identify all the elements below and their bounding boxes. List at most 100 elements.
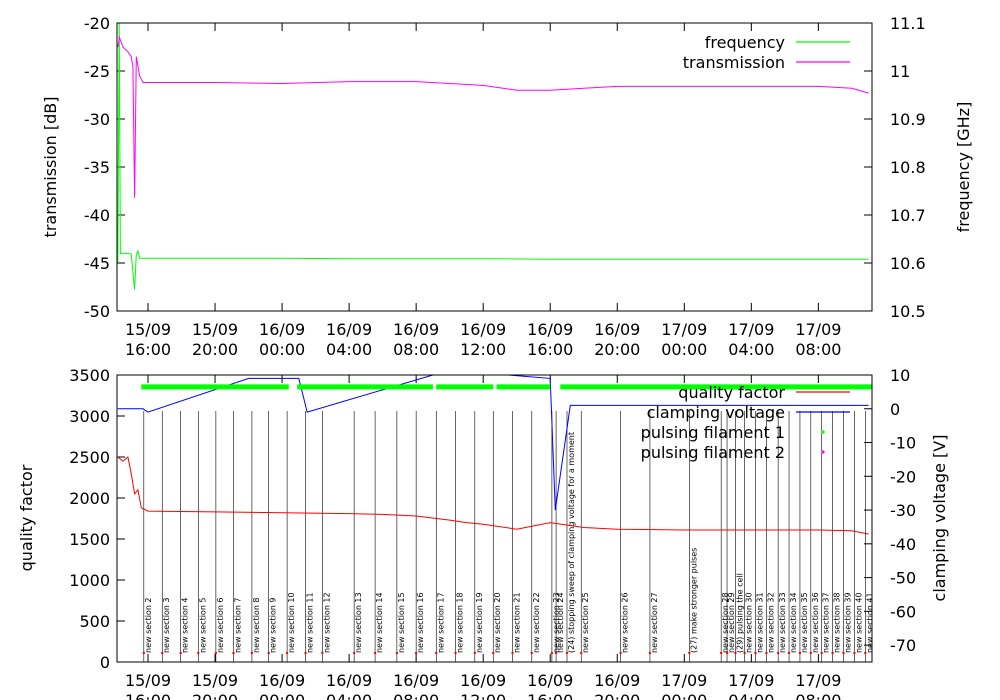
- bottom-x-tick-date: 15/09: [192, 671, 238, 690]
- bottom-plot-frame: [116, 374, 873, 663]
- top-legend: frequency transmission: [683, 33, 850, 72]
- annotation-label: new section 40: [854, 592, 863, 653]
- top-x-tick-date: 15/09: [192, 320, 238, 339]
- bottom-x-tick-date: 16/09: [527, 671, 573, 690]
- annotation-dot: [373, 651, 377, 655]
- bottom-y-tick-label: 2500: [69, 448, 110, 467]
- annotation-label: new section 23: [552, 592, 561, 653]
- annotation-dot: [304, 651, 307, 655]
- annotation-label: new section 25: [581, 592, 590, 653]
- top-y2-axis-label: frequency [GHz]: [954, 102, 973, 233]
- annotation-dot: [725, 651, 729, 655]
- legend-label-quality-factor: quality factor: [678, 383, 785, 402]
- annotation-dot: [197, 651, 200, 655]
- bottom-y-tick-label: 3000: [69, 407, 110, 426]
- series-quality-factor: [117, 456, 869, 535]
- annotation-dot: [648, 651, 652, 655]
- top-y-tick-label: -25: [84, 62, 110, 81]
- bottom-series-layer: [117, 374, 872, 535]
- top-y-tick-label: -40: [84, 206, 110, 225]
- annotation-dot: [550, 651, 554, 655]
- legend-label-frequency: frequency: [705, 33, 785, 52]
- bottom-x-tick-date: 15/09: [125, 671, 171, 690]
- top-y2-tick-label: 10.6: [890, 254, 926, 273]
- annotation-dot: [232, 651, 235, 655]
- annotation-label: new section 16: [416, 592, 425, 653]
- annotation-label: (27) make stronger pulses: [689, 548, 698, 653]
- top-x-tick-time: 08:00: [795, 340, 841, 359]
- bottom-y2-tick-label: -50: [890, 569, 916, 588]
- bottom-x-tick-time: 08:00: [795, 691, 841, 700]
- legend-label-transmission: transmission: [683, 53, 785, 72]
- annotation-dot: [831, 651, 834, 655]
- annotation-dot: [864, 651, 867, 655]
- bottom-y2-tick-label: -40: [890, 535, 916, 554]
- annotation-label: new section 29: [727, 592, 736, 653]
- annotation-label: new section 24: [556, 592, 565, 653]
- bottom-y2-tick-label: 0: [890, 400, 900, 419]
- series-line-frequency: [117, 22, 869, 290]
- bottom-y-tick-label: 500: [79, 612, 110, 631]
- top-y2-tick-label: 11: [890, 62, 910, 81]
- annotation-dot: [352, 651, 356, 655]
- annotation-label: new section 9: [269, 597, 278, 653]
- annotation-label: new section 21: [513, 592, 522, 653]
- annotation-label: new section 20: [493, 592, 502, 653]
- bottom-y2-tick-label: -20: [890, 467, 916, 486]
- annotation-label: new section 7: [233, 597, 242, 653]
- annotation-dot: [809, 651, 813, 655]
- top-x-tick-time: 20:00: [192, 340, 238, 359]
- annotation-label: new section 38: [833, 592, 842, 653]
- annotation-dot: [754, 651, 757, 655]
- annotation-label: new section 33: [778, 592, 787, 653]
- top-y-tick-label: -30: [84, 110, 110, 129]
- top-x-tick-date: 15/09: [125, 320, 171, 339]
- legend-label-clamping-voltage: clamping voltage: [647, 403, 785, 422]
- bottom-x-tick-date: 16/09: [460, 671, 506, 690]
- annotation-dot: [765, 651, 768, 655]
- annotation-label: new section 36: [811, 592, 820, 653]
- top-x-tick-date: 16/09: [594, 320, 640, 339]
- bottom-y-tick-label: 2000: [69, 489, 110, 508]
- annotation-dot: [530, 651, 533, 655]
- annotation-dot: [853, 651, 856, 655]
- annotation-dot: [492, 651, 495, 655]
- top-y2-tick-label: 10.8: [890, 158, 926, 177]
- bottom-y2-tick-label: 10: [890, 366, 910, 385]
- bottom-x-tick-date: 16/09: [259, 671, 305, 690]
- top-x-tick-date: 17/09: [795, 320, 841, 339]
- top-x-tick-date: 17/09: [661, 320, 707, 339]
- annotation-label: new section 13: [354, 592, 363, 653]
- annotation-dot: [619, 651, 622, 655]
- bottom-x-tick-time: 00:00: [661, 691, 707, 700]
- annotation-label: new section 30: [745, 592, 754, 653]
- annotation-dot: [395, 651, 399, 655]
- bottom-x-tick-date: 17/09: [728, 671, 774, 690]
- annotation-label: new section 19: [475, 592, 484, 653]
- annotation-dot: [842, 651, 845, 655]
- top-x-tick-date: 16/09: [393, 320, 439, 339]
- annotation-dot: [161, 651, 164, 655]
- bottom-x-tick-time: 04:00: [326, 691, 372, 700]
- annotation-label: new section 15: [397, 592, 406, 653]
- bottom-legend: quality factor clamping voltage pulsing …: [641, 383, 850, 462]
- top-y-tick-label: -45: [84, 254, 110, 273]
- annotation-label: new section 17: [436, 592, 445, 653]
- top-series-layer: [117, 22, 869, 290]
- bottom-y2-tick-label: -30: [890, 501, 916, 520]
- annotation-label: new section 27: [650, 592, 659, 653]
- top-x-tick-time: 00:00: [661, 340, 707, 359]
- bottom-x-tick-time: 16:00: [527, 691, 573, 700]
- legend-swatch-pulsing-filament-2: [821, 450, 825, 454]
- top-x-tick-time: 16:00: [125, 340, 171, 359]
- bottom-x-tick-date: 17/09: [661, 671, 707, 690]
- annotation-dot: [554, 651, 558, 655]
- annotation-label: new section 6: [216, 597, 225, 653]
- top-x-tick-date: 16/09: [460, 320, 506, 339]
- bottom-x-tick-time: 20:00: [594, 691, 640, 700]
- annotation-label: new section 3: [162, 597, 171, 653]
- annotation-dot: [414, 651, 418, 655]
- annotation-dot: [179, 651, 182, 655]
- annotation-label: new section 41: [865, 592, 874, 653]
